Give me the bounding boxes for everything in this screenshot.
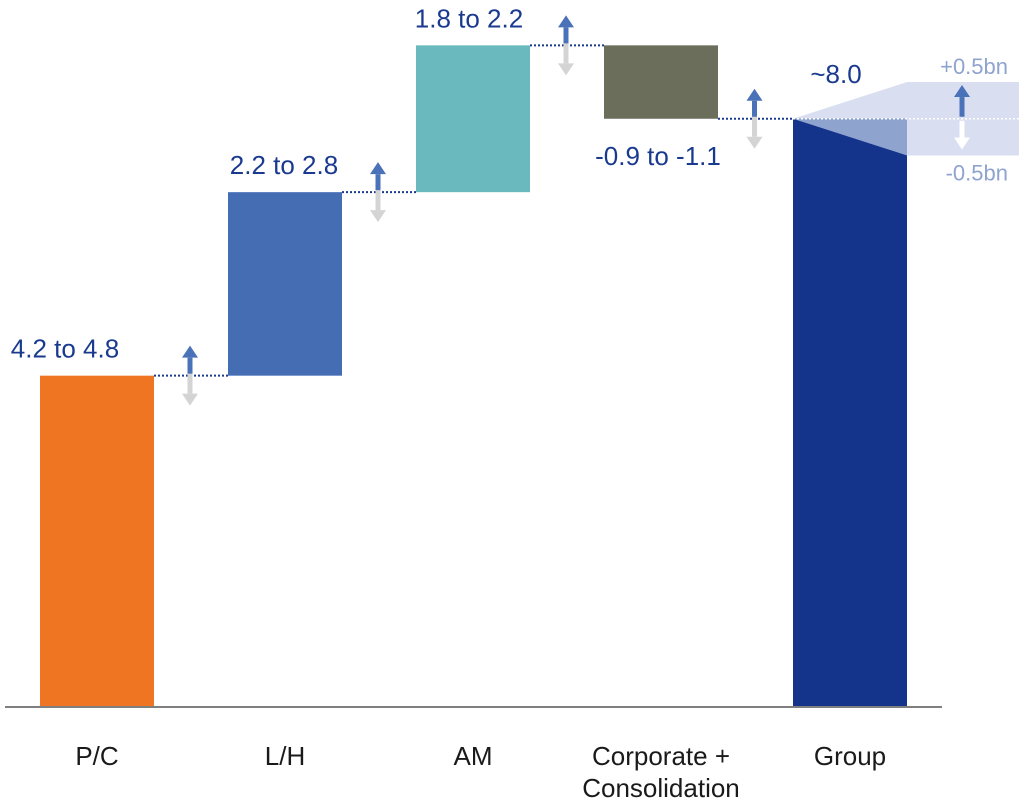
category-label-line: Group (814, 741, 886, 771)
value-label-3: -0.9 to -1.1 (595, 141, 721, 171)
value-label-4: ~8.0 (810, 59, 861, 89)
range-label-lower: -0.5bn (946, 160, 1008, 185)
bar-layer (40, 45, 1019, 706)
up-arrow-3-head (746, 88, 763, 101)
category-label-4: Group (814, 741, 886, 771)
value-label-0: 4.2 to 4.8 (11, 334, 119, 364)
up-arrow-1-head (370, 162, 386, 175)
total-up-arrow-head (954, 85, 970, 98)
up-arrow-0-head (182, 345, 198, 358)
down-arrow-2-head (558, 63, 574, 76)
value-label-1: 2.2 to 2.8 (230, 150, 338, 180)
category-label-line: Corporate + (592, 741, 730, 771)
category-label-line: Consolidation (582, 773, 740, 803)
value-label-2: 1.8 to 2.2 (415, 3, 523, 33)
down-arrow-3-head (746, 136, 763, 149)
up-arrow-2-head (558, 15, 574, 28)
bar-p-c (40, 375, 154, 706)
down-arrow-1-head (370, 210, 386, 223)
category-label-line: L/H (265, 741, 305, 771)
category-label-line: P/C (75, 741, 118, 771)
total-range-wedge (793, 118, 907, 156)
down-arrow-0-head (182, 393, 198, 406)
label-layer: 4.2 to 4.8 2.2 to 2.8 1.8 to 2.2 -0.9 to -1… (11, 3, 1008, 803)
bar-am (416, 45, 530, 193)
total-down-arrow-head (954, 137, 970, 150)
arrow-layer (182, 15, 970, 406)
category-label-2: AM (454, 741, 493, 771)
category-label-0: P/C (75, 741, 118, 771)
bar-group (793, 118, 907, 706)
category-label-3: Corporate + Consolidation (582, 741, 740, 803)
bar-corporate-consolidation (604, 45, 718, 119)
bar-l-h (228, 192, 342, 376)
category-label-line: AM (454, 741, 493, 771)
category-label-1: L/H (265, 741, 305, 771)
range-label-upper: +0.5bn (940, 54, 1008, 79)
